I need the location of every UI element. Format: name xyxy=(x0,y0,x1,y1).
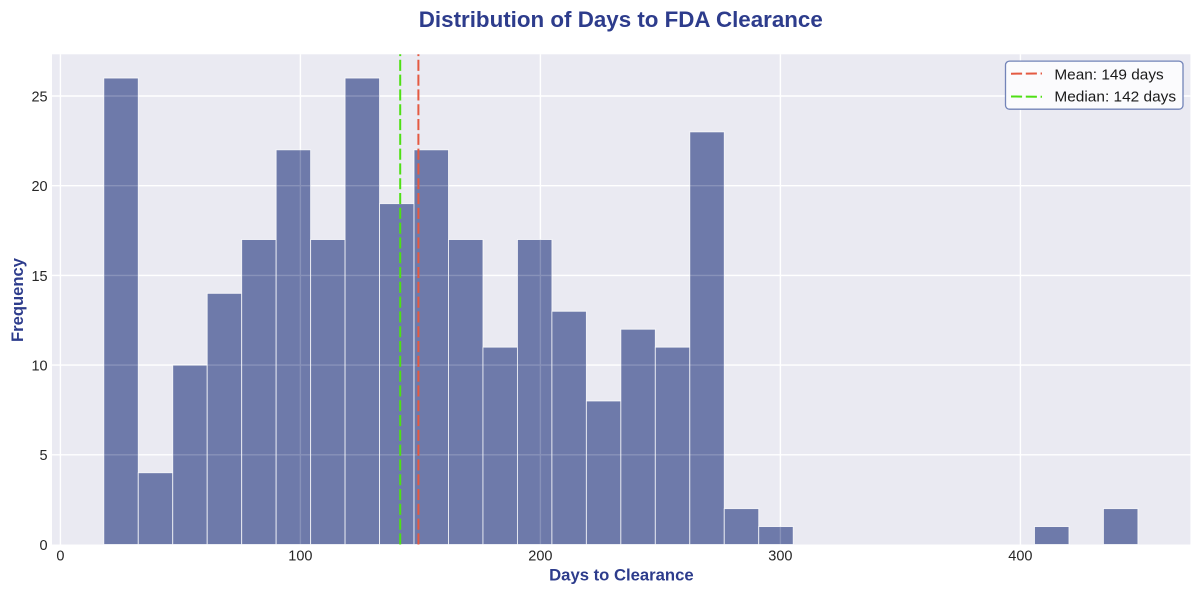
svg-text:20: 20 xyxy=(31,179,47,195)
svg-text:100: 100 xyxy=(288,549,312,565)
svg-text:Median: 142 days: Median: 142 days xyxy=(1054,89,1176,106)
svg-text:25: 25 xyxy=(31,89,47,105)
svg-text:0: 0 xyxy=(56,549,64,565)
svg-text:Mean: 149 days: Mean: 149 days xyxy=(1054,67,1163,84)
svg-text:300: 300 xyxy=(768,549,792,565)
svg-text:Distribution of Days to FDA Cl: Distribution of Days to FDA Clearance xyxy=(419,7,823,32)
svg-text:10: 10 xyxy=(31,359,47,375)
svg-text:15: 15 xyxy=(31,269,47,285)
svg-text:0: 0 xyxy=(40,538,48,554)
svg-text:5: 5 xyxy=(40,448,48,464)
svg-text:Days to Clearance: Days to Clearance xyxy=(549,565,694,584)
svg-text:400: 400 xyxy=(1008,549,1032,565)
svg-text:Frequency: Frequency xyxy=(8,257,27,342)
svg-text:200: 200 xyxy=(528,549,552,565)
